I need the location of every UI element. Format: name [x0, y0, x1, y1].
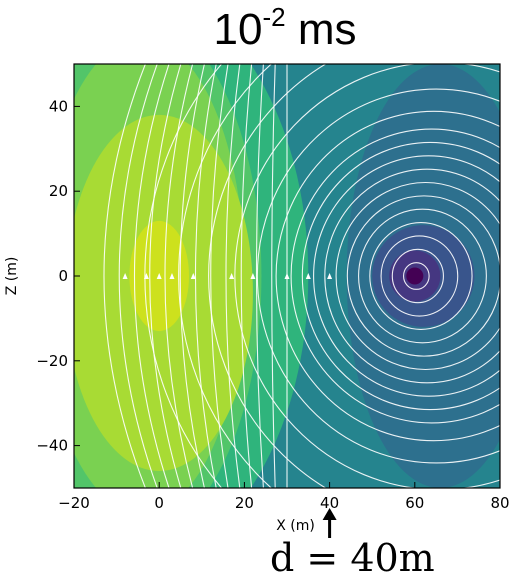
annotation-arrow — [322, 508, 337, 538]
streamline — [240, 64, 253, 488]
streamline — [149, 64, 182, 488]
streamline — [369, 222, 473, 330]
streamline-arrow — [156, 273, 162, 279]
y-tick-label: 20 — [49, 182, 68, 200]
streamline — [403, 262, 430, 290]
streamline-arrow — [327, 273, 333, 279]
streamline — [144, 64, 223, 488]
y-tick-label: 0 — [58, 267, 68, 285]
streamline — [225, 64, 241, 488]
streamline — [301, 141, 500, 411]
streamline — [275, 110, 500, 442]
streamline — [346, 195, 500, 357]
streamline — [194, 64, 217, 488]
streamline-arrow — [143, 273, 149, 279]
contour-band-dipole-core — [406, 267, 424, 285]
x-tick-label: 20 — [235, 494, 254, 512]
y-axis-label: Z (m) — [4, 257, 20, 296]
y-tick-label: −20 — [36, 352, 68, 370]
streamline — [179, 64, 205, 488]
streamline — [335, 181, 500, 371]
streamline-arrow — [229, 273, 235, 279]
streamline — [164, 64, 194, 488]
streamline — [391, 248, 444, 304]
x-axis-label: X (m) — [276, 518, 315, 534]
annotation-label: d = 40m — [270, 536, 435, 580]
streamline — [208, 64, 327, 488]
x-tick-label: 80 — [490, 494, 509, 512]
streamline — [256, 88, 500, 464]
streamline — [234, 64, 500, 488]
streamline — [103, 64, 146, 488]
streamline-arrow — [305, 273, 311, 279]
streamline-arrow — [284, 273, 290, 279]
streamline — [290, 128, 500, 424]
streamline — [358, 208, 487, 344]
streamline — [324, 168, 500, 384]
y-tick-label: 40 — [49, 97, 68, 115]
streamline — [313, 155, 500, 397]
x-tick-label: 0 — [154, 494, 164, 512]
streamline-arrow — [250, 273, 256, 279]
streamline-arrow — [169, 273, 175, 279]
streamline — [178, 64, 273, 488]
axis-ticks: −20 0 20 40 60 80 −40 −20 0 20 40 — [36, 97, 509, 512]
streamline-arrow — [190, 273, 196, 279]
streamline — [118, 64, 158, 488]
x-tick-label: −20 — [58, 494, 90, 512]
x-tick-label: 60 — [405, 494, 424, 512]
streamline — [134, 64, 170, 488]
streamline — [271, 64, 276, 488]
chart-title: 10-2 ms — [213, 2, 357, 54]
streamline — [255, 64, 264, 488]
streamline — [380, 235, 459, 317]
y-tick-label: −40 — [36, 437, 68, 455]
streamline-arrow — [122, 273, 128, 279]
x-tick-label: 40 — [320, 494, 339, 512]
streamline — [210, 64, 229, 488]
